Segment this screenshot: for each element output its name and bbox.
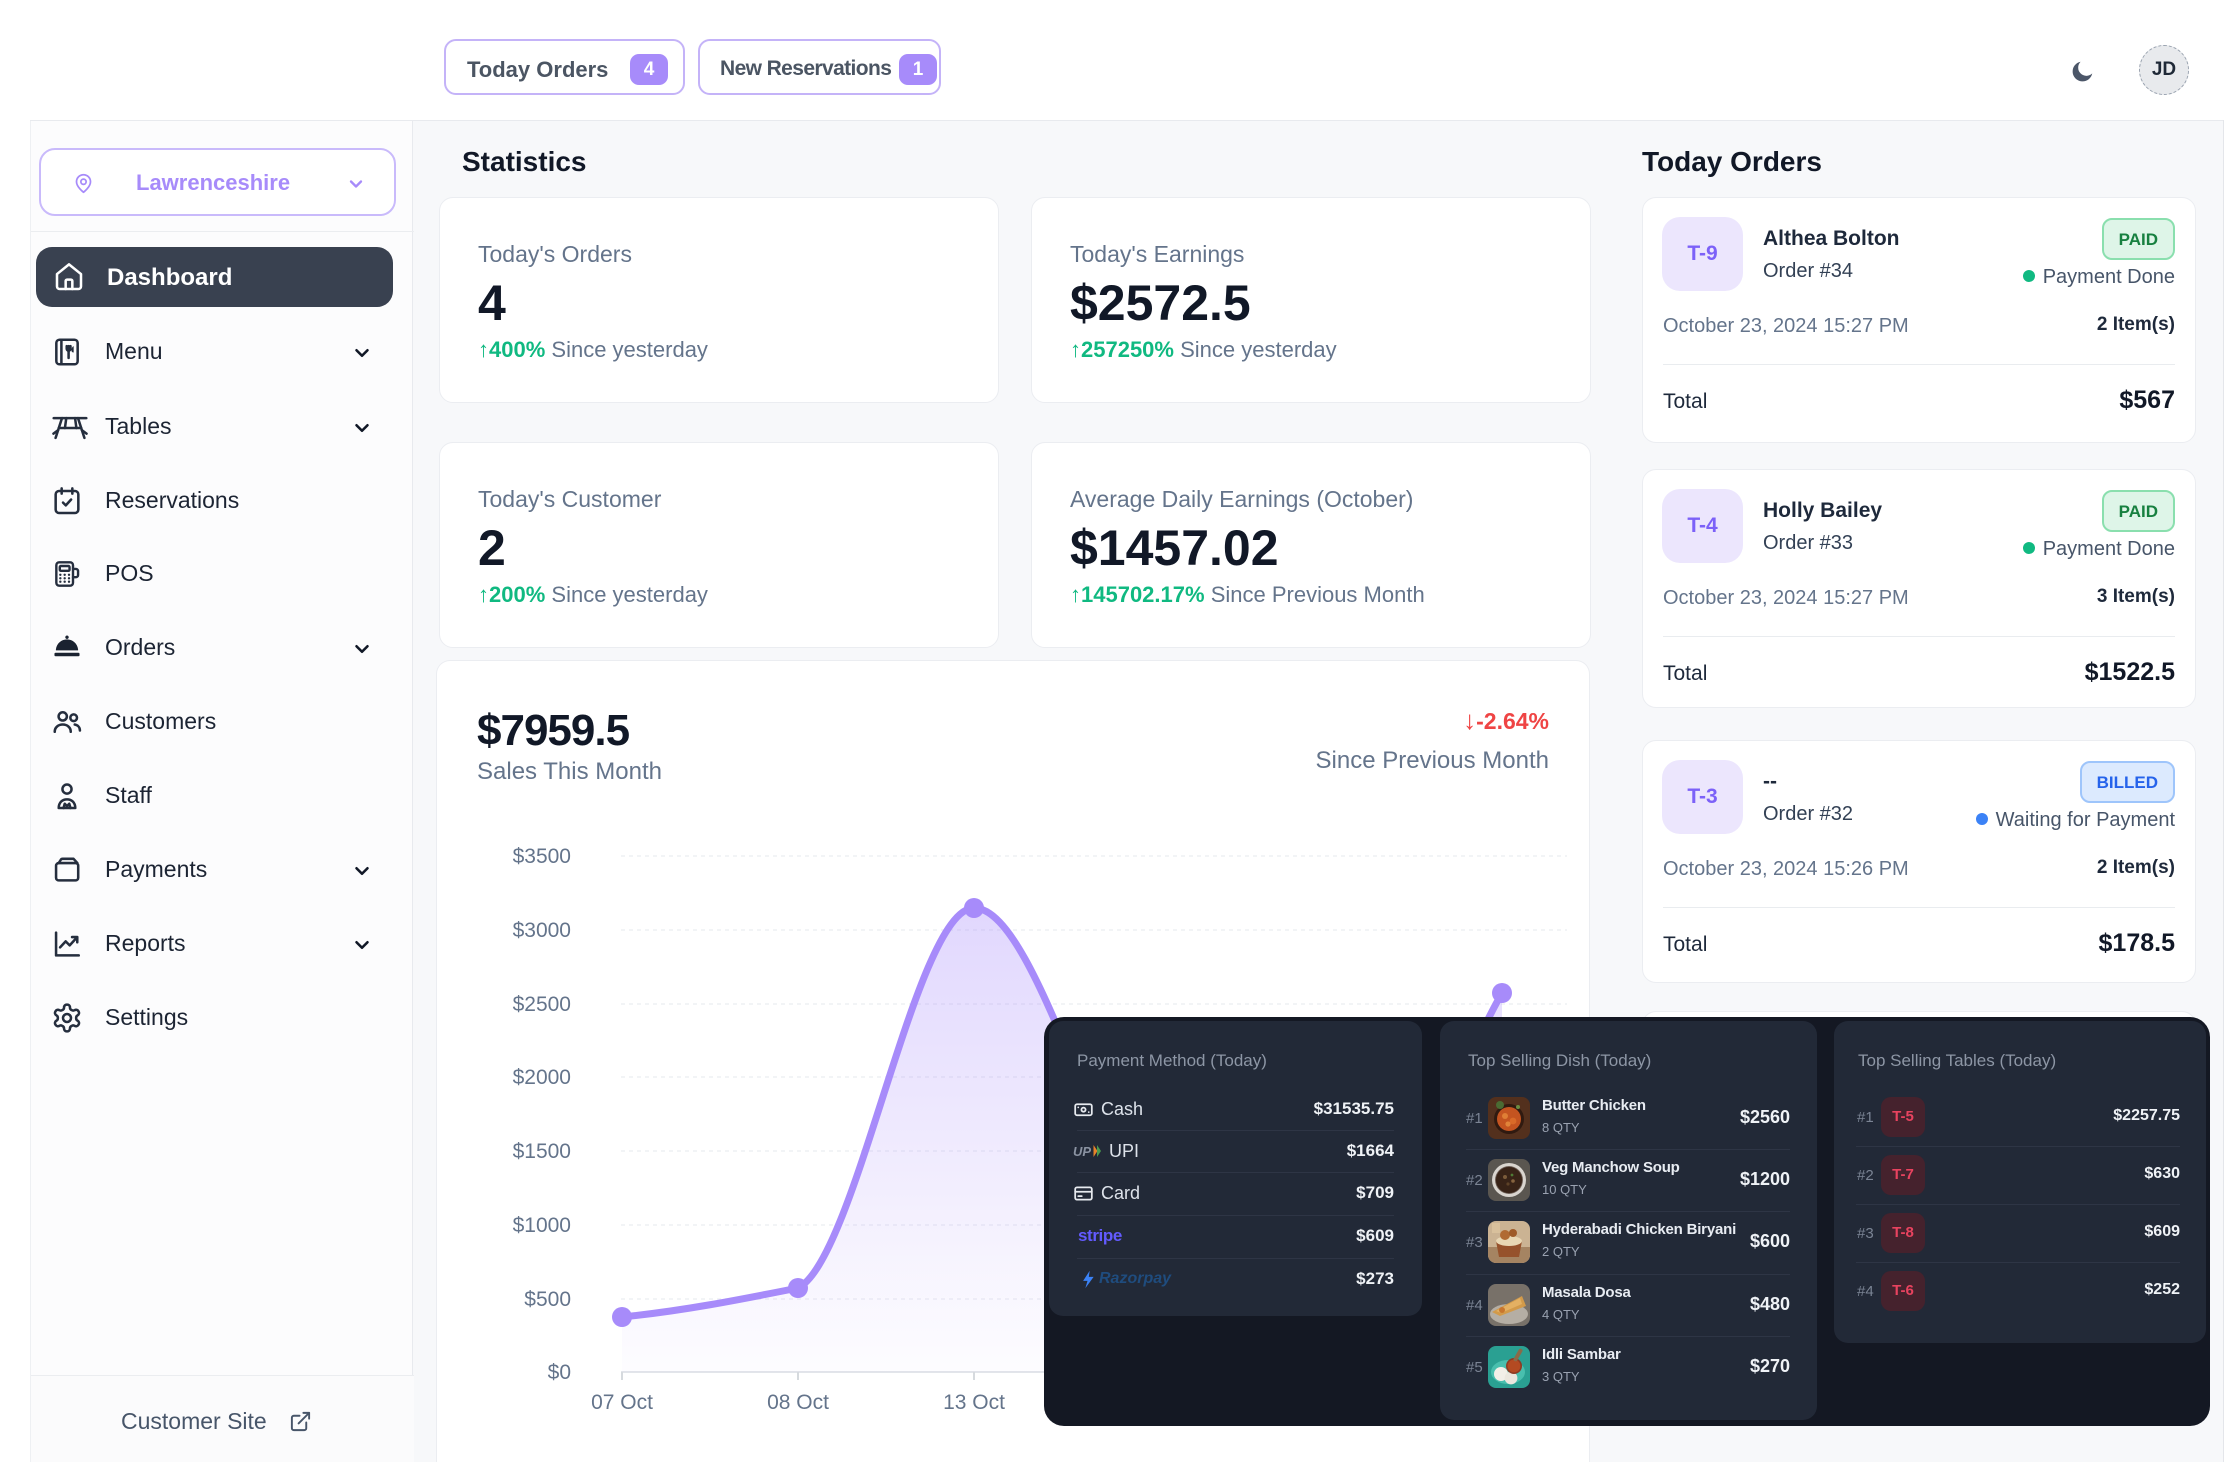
svg-text:$500: $500 <box>524 1288 571 1311</box>
svg-text:$3500: $3500 <box>513 845 571 868</box>
svg-text:UP: UP <box>1073 1144 1091 1158</box>
svg-text:$2000: $2000 <box>513 1066 571 1089</box>
svg-text:$2500: $2500 <box>513 993 571 1016</box>
svg-text:08 Oct: 08 Oct <box>767 1391 829 1414</box>
svg-text:$1000: $1000 <box>513 1214 571 1237</box>
svg-text:07 Oct: 07 Oct <box>591 1391 653 1414</box>
svg-text:$3000: $3000 <box>513 919 571 942</box>
svg-text:$0: $0 <box>548 1361 571 1384</box>
svg-text:13 Oct: 13 Oct <box>943 1391 1005 1414</box>
svg-text:$1500: $1500 <box>513 1140 571 1163</box>
